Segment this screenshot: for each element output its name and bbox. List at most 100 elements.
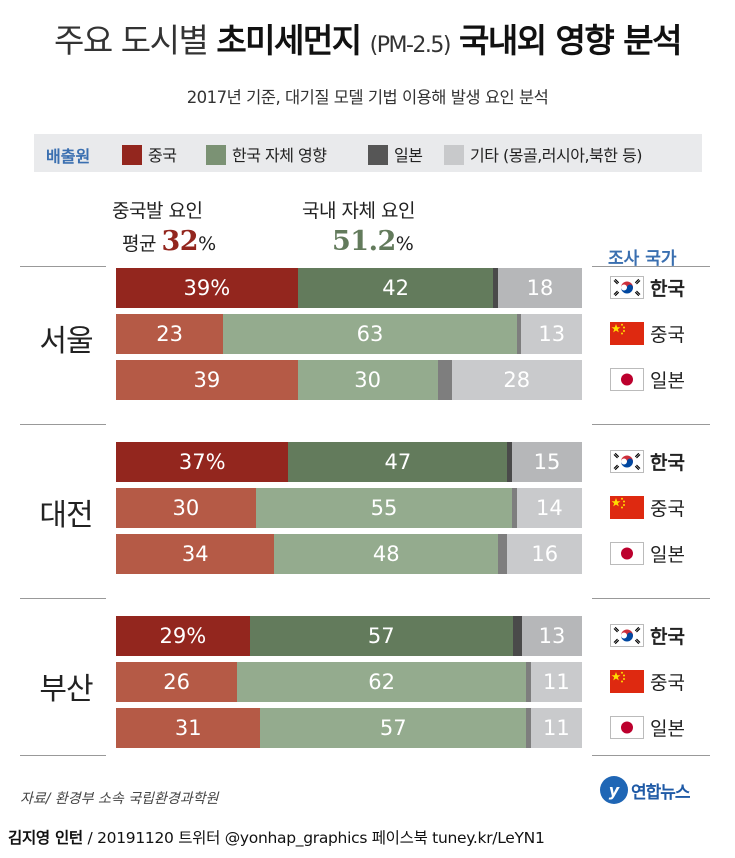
yonhap-logo-text: 연합뉴스	[631, 782, 691, 803]
yonhap-logo-mark: y	[600, 776, 628, 804]
bar-segment-japan	[512, 616, 522, 656]
bar-segment-other: 11	[530, 708, 582, 748]
japan-flag-icon	[610, 542, 644, 565]
title-part3: (PM-2.5)	[369, 33, 452, 58]
data-label: 47	[384, 450, 412, 474]
bar-segment-domestic: 55	[255, 488, 513, 528]
bar-segment-domestic: 63	[223, 314, 517, 354]
legend-label-other: 기타 (몽골,러시아,북한 등)	[470, 146, 643, 165]
divider-left	[20, 598, 106, 599]
bar-segment-other: 11	[530, 662, 582, 702]
data-label: 39%	[183, 276, 231, 300]
bar-segment-other: 28	[451, 360, 582, 400]
china-flag-icon	[610, 496, 644, 519]
data-label: 39	[193, 368, 221, 392]
data-label: 30	[354, 368, 381, 392]
china-average-label-top: 중국발 요인	[112, 200, 203, 222]
data-label: 16	[531, 542, 559, 566]
survey-country-label: 일본	[650, 718, 685, 740]
china-average-unit: %	[198, 233, 216, 255]
footer-info: / 20191120 트위터 @yonhap_graphics 페이스북 tun…	[87, 829, 545, 847]
legend-title: 배출원	[46, 147, 91, 166]
divider-right	[592, 266, 710, 267]
legend-label-china: 중국	[148, 146, 177, 165]
data-label: 62	[368, 670, 395, 694]
domestic-average-label-top: 국내 자체 요인	[302, 200, 415, 222]
source-note: 자료/ 환경부 소속 국립환경과학원	[20, 791, 219, 807]
bar-segment-japan	[493, 268, 499, 308]
survey-country-header: 조사 국가	[608, 249, 677, 269]
bar-segment-domestic: 42	[297, 268, 494, 308]
bar-segment-domestic: 47	[288, 442, 508, 482]
yonhap-logo: y 연합뉴스	[600, 776, 691, 804]
china-flag-icon	[610, 322, 644, 345]
domestic-average: 51.2%	[332, 226, 414, 257]
data-label: 11	[542, 716, 570, 740]
bar-segment-japan	[498, 534, 508, 574]
city-label: 부산	[39, 672, 93, 707]
survey-country-label: 중국	[650, 498, 685, 520]
data-label: 34	[181, 542, 209, 566]
divider-right	[592, 424, 710, 425]
china-flag-icon	[610, 670, 644, 693]
data-label: 37%	[178, 450, 226, 474]
data-label: 55	[370, 496, 398, 520]
china-average: 평균 32%	[122, 226, 216, 257]
legend-swatch-other	[444, 145, 464, 165]
bar-segment-other: 16	[507, 534, 582, 574]
data-label: 28	[503, 368, 531, 392]
survey-country-label: 한국	[650, 626, 685, 648]
domestic-average-unit: %	[395, 233, 414, 255]
survey-country-label: 한국	[650, 452, 685, 474]
title-part2: 초미세먼지	[216, 21, 362, 60]
bar-segment-china: 37%	[116, 442, 289, 482]
bar-segment-japan	[437, 360, 452, 400]
bar-segment-domestic: 62	[237, 662, 527, 702]
legend-swatch-domestic	[206, 145, 226, 165]
data-label: 48	[372, 542, 400, 566]
bar-segment-domestic: 30	[297, 360, 438, 400]
bar-segment-china: 31	[116, 708, 261, 748]
divider-right	[592, 598, 710, 599]
chart-title: 주요 도시별 초미세먼지 (PM-2.5) 국내외 영향 분석	[0, 14, 735, 62]
domestic-average-value: 51.2	[332, 226, 396, 257]
data-label: 26	[163, 670, 190, 694]
divider-left	[20, 266, 106, 267]
legend-item-china: 중국	[122, 142, 177, 166]
survey-country-label: 한국	[650, 278, 685, 300]
divider-right	[592, 755, 710, 756]
footer-author: 김지영 인턴	[8, 829, 83, 847]
legend-swatch-japan	[368, 145, 388, 165]
chart-subtitle: 2017년 기준, 대기질 모델 기법 이용해 발생 요인 분석	[186, 88, 549, 107]
bar-segment-china: 30	[116, 488, 256, 528]
data-label: 63	[356, 322, 384, 346]
bar-segment-domestic: 57	[249, 616, 513, 656]
legend-item-japan: 일본	[368, 142, 423, 166]
legend-label-japan: 일본	[394, 146, 423, 165]
bar-segment-japan	[526, 708, 531, 748]
korea-flag-icon	[610, 624, 644, 647]
survey-country-label: 중국	[650, 324, 685, 346]
china-average-value: 32	[161, 226, 199, 257]
korea-flag-icon	[610, 450, 644, 473]
legend-item-domestic: 한국 자체 영향	[206, 142, 327, 166]
bar-segment-other: 13	[522, 616, 582, 656]
data-label: 29%	[159, 624, 207, 648]
survey-country-label: 일본	[650, 544, 685, 566]
bar-segment-japan	[507, 442, 513, 482]
data-label: 23	[156, 322, 183, 346]
bar-segment-domestic: 48	[274, 534, 499, 574]
data-label: 31	[174, 716, 202, 740]
title-part1: 주요 도시별	[54, 21, 209, 60]
city-label: 대전	[39, 498, 93, 533]
data-label: 13	[538, 624, 566, 648]
bar-segment-japan	[526, 662, 531, 702]
bar-segment-china: 39	[116, 360, 298, 400]
legend: 배출원 중국 한국 자체 영향 일본 기타 (몽골,러시아,북한 등)	[34, 134, 702, 172]
footer-credit: 김지영 인턴 / 20191120 트위터 @yonhap_graphics 페…	[8, 826, 545, 848]
data-label: 57	[367, 624, 395, 648]
bar-segment-china: 34	[116, 534, 275, 574]
legend-item-other: 기타 (몽골,러시아,북한 등)	[444, 142, 643, 166]
bar-segment-china: 29%	[116, 616, 250, 656]
data-label: 11	[542, 670, 570, 694]
